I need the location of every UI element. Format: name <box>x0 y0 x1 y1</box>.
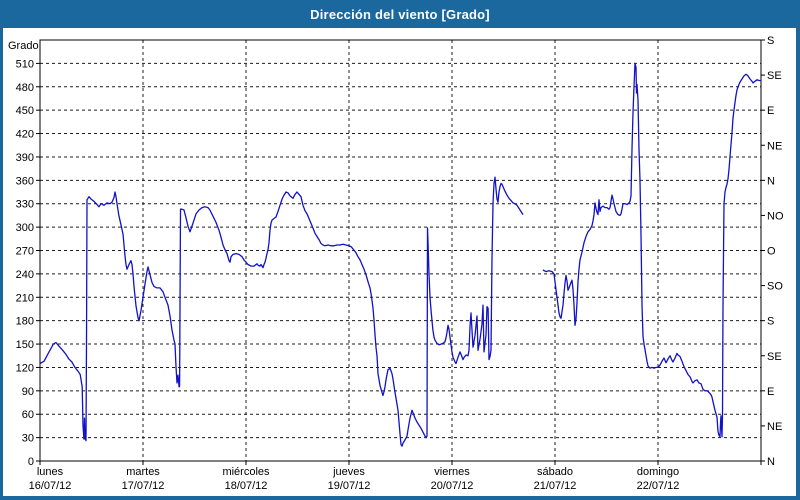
y-left-tick-label: 180 <box>16 316 34 328</box>
compass-tick-label: SE <box>767 70 782 82</box>
compass-tick-label: SO <box>767 281 783 293</box>
compass-tick-label: N <box>767 456 775 468</box>
compass-tick-label: N <box>767 175 775 187</box>
compass-tick-label: O <box>767 246 776 258</box>
day-date-label: 16/07/12 <box>29 480 72 492</box>
y-left-tick-label: 360 <box>16 175 34 187</box>
day-name-label: domingo <box>637 466 679 478</box>
compass-tick-label: NO <box>767 210 784 222</box>
y-left-tick-label: 510 <box>16 58 34 70</box>
y-left-tick-label: 270 <box>16 246 34 258</box>
compass-tick-label: E <box>767 105 774 117</box>
day-name-label: lunes <box>37 466 64 478</box>
y-left-tick-label: 60 <box>22 409 34 421</box>
compass-tick-label: NE <box>767 421 782 433</box>
y-left-tick-label: 210 <box>16 292 34 304</box>
y-left-tick-label: 0 <box>28 456 34 468</box>
chart-title: Dirección del viento [Grado] <box>310 6 490 22</box>
compass-tick-label: S <box>767 35 774 47</box>
y-axis-label: Grado <box>8 40 39 52</box>
day-date-label: 19/07/12 <box>328 480 371 492</box>
day-name-label: martes <box>126 466 160 478</box>
day-name-label: miércoles <box>222 466 270 478</box>
compass-tick-label: SE <box>767 351 782 363</box>
day-name-label: jueves <box>332 466 365 478</box>
y-left-tick-label: 390 <box>16 152 34 164</box>
day-date-label: 22/07/12 <box>637 480 680 492</box>
day-name-label: sábado <box>537 466 573 478</box>
day-date-label: 20/07/12 <box>431 480 474 492</box>
wind-direction-line <box>39 176 524 447</box>
compass-tick-label: NE <box>767 140 782 152</box>
y-left-tick-label: 90 <box>22 386 34 398</box>
y-left-tick-label: 240 <box>16 269 34 281</box>
y-left-tick-label: 330 <box>16 199 34 211</box>
y-left-tick-label: 300 <box>16 222 34 234</box>
y-left-tick-label: 30 <box>22 433 34 445</box>
day-date-label: 17/07/12 <box>122 480 165 492</box>
day-date-label: 21/07/12 <box>534 480 577 492</box>
chart-title-bar: Dirección del viento [Grado] <box>0 0 800 28</box>
y-left-tick-label: 120 <box>16 362 34 374</box>
chart-panel <box>3 28 796 496</box>
y-left-tick-label: 480 <box>16 82 34 94</box>
wind-direction-line <box>542 62 761 438</box>
day-name-label: viernes <box>434 466 470 478</box>
day-date-label: 18/07/12 <box>225 480 268 492</box>
compass-tick-label: E <box>767 386 774 398</box>
y-left-tick-label: 150 <box>16 339 34 351</box>
y-left-tick-label: 450 <box>16 105 34 117</box>
y-left-tick-label: 420 <box>16 129 34 141</box>
compass-tick-label: S <box>767 316 774 328</box>
